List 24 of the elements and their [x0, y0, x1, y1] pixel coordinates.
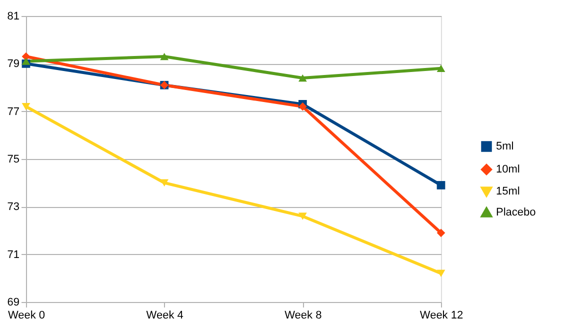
y-tick-label: 81 — [7, 10, 20, 22]
point — [436, 270, 446, 278]
point — [160, 179, 169, 186]
x-tick-label: Week 12 — [420, 310, 464, 322]
legend-label: Placebo — [496, 206, 536, 218]
point — [298, 212, 307, 220]
legend-label: 5ml — [496, 140, 514, 152]
y-tick-label: 79 — [7, 58, 20, 70]
point — [298, 74, 307, 82]
x-tick-label: Week 4 — [146, 310, 184, 322]
point — [160, 52, 169, 60]
y-tick-label: 71 — [7, 248, 20, 261]
y-tick-label: 75 — [7, 154, 20, 166]
legend-label: 15ml — [496, 186, 520, 198]
legend-label: 10ml — [496, 164, 520, 176]
y-tick-label: 73 — [7, 201, 20, 214]
point — [298, 102, 307, 111]
x-tick-label: Week 0 — [8, 310, 46, 322]
point — [436, 228, 446, 238]
point — [436, 181, 446, 190]
y-tick-label: 69 — [7, 296, 20, 308]
point — [436, 64, 446, 72]
y-tick-label: 77 — [7, 106, 20, 118]
x-tick-label: Week 8 — [284, 310, 322, 322]
